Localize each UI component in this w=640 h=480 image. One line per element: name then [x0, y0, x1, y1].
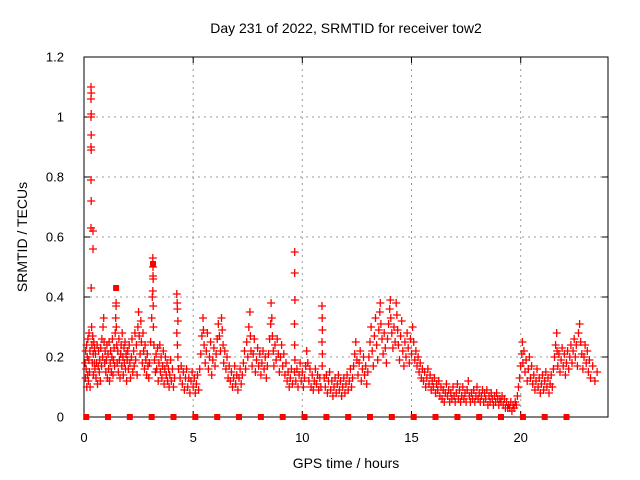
x-tick-label: 20 — [513, 430, 527, 445]
y-tick-label: 0 — [57, 410, 64, 425]
x-axis-label: GPS time / hours — [292, 455, 400, 471]
x-tick-label: 5 — [190, 430, 197, 445]
x-tick-label: 0 — [80, 430, 87, 445]
chart-title: Day 231 of 2022, SRMTID for receiver tow… — [210, 20, 482, 36]
y-tick-label: 1.2 — [46, 50, 64, 65]
y-tick-label: 0.2 — [46, 350, 64, 365]
y-tick-label: 0.6 — [46, 230, 64, 245]
y-tick-label: 0.8 — [46, 170, 64, 185]
x-tick-label: 10 — [295, 430, 309, 445]
hour-squares — [83, 261, 570, 420]
y-tick-label: 0.4 — [46, 290, 64, 305]
srmtid-points — [81, 83, 602, 415]
x-tick-label: 15 — [404, 430, 418, 445]
y-tick-label: 1 — [57, 110, 64, 125]
